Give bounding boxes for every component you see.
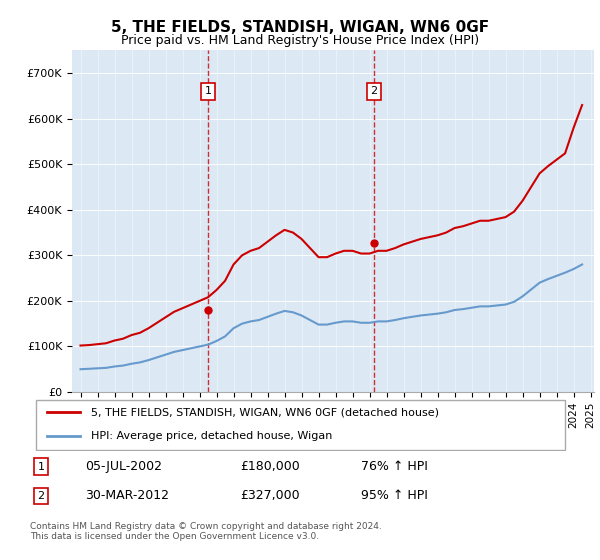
Text: 76% ↑ HPI: 76% ↑ HPI — [361, 460, 428, 473]
Text: Contains HM Land Registry data © Crown copyright and database right 2024.: Contains HM Land Registry data © Crown c… — [30, 522, 382, 531]
Text: £327,000: £327,000 — [240, 489, 299, 502]
FancyBboxPatch shape — [35, 400, 565, 450]
Text: 1: 1 — [205, 86, 212, 96]
Text: 1: 1 — [38, 461, 44, 472]
Text: 5, THE FIELDS, STANDISH, WIGAN, WN6 0GF (detached house): 5, THE FIELDS, STANDISH, WIGAN, WN6 0GF … — [91, 408, 439, 418]
Text: 30-MAR-2012: 30-MAR-2012 — [85, 489, 169, 502]
Text: 05-JUL-2002: 05-JUL-2002 — [85, 460, 162, 473]
Text: Price paid vs. HM Land Registry's House Price Index (HPI): Price paid vs. HM Land Registry's House … — [121, 34, 479, 46]
Text: 2: 2 — [370, 86, 377, 96]
Text: HPI: Average price, detached house, Wigan: HPI: Average price, detached house, Wiga… — [91, 431, 332, 441]
Text: £180,000: £180,000 — [240, 460, 299, 473]
Text: 5, THE FIELDS, STANDISH, WIGAN, WN6 0GF: 5, THE FIELDS, STANDISH, WIGAN, WN6 0GF — [111, 20, 489, 35]
Text: This data is licensed under the Open Government Licence v3.0.: This data is licensed under the Open Gov… — [30, 532, 319, 541]
Text: 95% ↑ HPI: 95% ↑ HPI — [361, 489, 428, 502]
Text: 2: 2 — [37, 491, 44, 501]
